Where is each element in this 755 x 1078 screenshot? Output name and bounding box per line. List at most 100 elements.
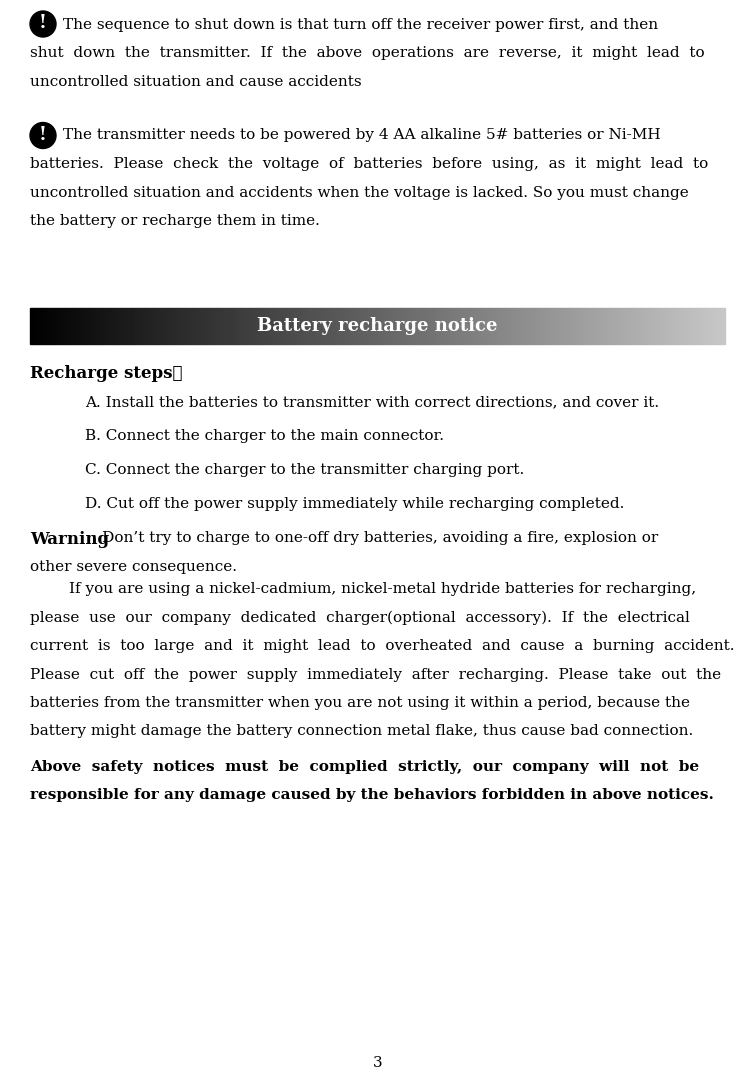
Bar [291, 308, 294, 344]
Bar [319, 308, 322, 344]
Bar [367, 308, 371, 344]
Text: 3: 3 [373, 1056, 382, 1070]
Bar [141, 308, 145, 344]
Bar [621, 308, 624, 344]
Bar [583, 308, 586, 344]
Bar [217, 308, 221, 344]
Bar [495, 308, 499, 344]
Bar [635, 308, 638, 344]
Bar [106, 308, 110, 344]
Text: batteries.  Please  check  the  voltage  of  batteries  before  using,  as  it  : batteries. Please check the voltage of b… [30, 157, 708, 171]
Bar [687, 308, 690, 344]
Bar [242, 308, 245, 344]
Bar [245, 308, 249, 344]
Bar [260, 308, 263, 344]
Bar [44, 308, 48, 344]
Bar [76, 308, 79, 344]
Bar [103, 308, 106, 344]
Bar [378, 308, 381, 344]
Bar [499, 308, 503, 344]
Bar [575, 308, 579, 344]
Bar [207, 308, 211, 344]
Text: The transmitter needs to be powered by 4 AA alkaline 5# batteries or Ni-MH: The transmitter needs to be powered by 4… [63, 128, 661, 142]
Text: A. Install the batteries to transmitter with correct directions, and cover it.: A. Install the batteries to transmitter … [85, 395, 659, 409]
Bar [214, 308, 217, 344]
Bar [176, 308, 180, 344]
Bar [426, 308, 430, 344]
Bar [503, 308, 506, 344]
Bar [593, 308, 596, 344]
Bar [666, 308, 670, 344]
Bar [443, 308, 447, 344]
Bar [596, 308, 600, 344]
Text: !: ! [39, 125, 47, 143]
Bar [381, 308, 384, 344]
Bar [322, 308, 325, 344]
Bar [683, 308, 687, 344]
Bar [447, 308, 451, 344]
Bar [718, 308, 722, 344]
Bar [353, 308, 356, 344]
Bar [356, 308, 360, 344]
Bar [690, 308, 694, 344]
Bar [485, 308, 488, 344]
Bar [722, 308, 725, 344]
Bar [61, 308, 65, 344]
Bar [520, 308, 523, 344]
Bar [704, 308, 707, 344]
Bar [711, 308, 714, 344]
Bar [329, 308, 332, 344]
Bar [304, 308, 308, 344]
Bar [315, 308, 319, 344]
Text: Above  safety  notices  must  be  complied  strictly,  our  company  will  not  : Above safety notices must be complied st… [30, 760, 699, 774]
Bar [152, 308, 155, 344]
Bar [624, 308, 627, 344]
Bar [506, 308, 510, 344]
Bar [211, 308, 214, 344]
Bar [454, 308, 458, 344]
Bar [162, 308, 165, 344]
Bar [430, 308, 433, 344]
Bar [590, 308, 593, 344]
Bar [513, 308, 516, 344]
Bar [544, 308, 548, 344]
Bar [332, 308, 336, 344]
Bar [54, 308, 58, 344]
Bar [423, 308, 426, 344]
Bar [388, 308, 391, 344]
Bar [186, 308, 190, 344]
Bar [607, 308, 610, 344]
Bar [610, 308, 614, 344]
Bar [235, 308, 239, 344]
Bar [662, 308, 666, 344]
Bar [714, 308, 718, 344]
Bar [569, 308, 572, 344]
Bar [436, 308, 440, 344]
Bar [475, 308, 478, 344]
Text: If you are using a nickel-cadmium, nickel-metal hydride batteries for recharging: If you are using a nickel-cadmium, nicke… [30, 582, 696, 596]
Text: shut  down  the  transmitter.  If  the  above  operations  are  reverse,  it  mi: shut down the transmitter. If the above … [30, 46, 704, 60]
Bar [193, 308, 197, 344]
Bar [30, 308, 33, 344]
Bar [204, 308, 207, 344]
Bar [224, 308, 228, 344]
Bar [374, 308, 378, 344]
Bar [287, 308, 291, 344]
Bar [412, 308, 416, 344]
Bar [249, 308, 252, 344]
Bar [267, 308, 270, 344]
Bar [308, 308, 312, 344]
Bar [707, 308, 711, 344]
Bar [263, 308, 267, 344]
Bar [395, 308, 399, 344]
Text: please  use  our  company  dedicated  charger(optional  accessory).  If  the  el: please use our company dedicated charger… [30, 610, 690, 625]
Bar [297, 308, 301, 344]
Bar [58, 308, 61, 344]
Bar [659, 308, 662, 344]
Bar [96, 308, 100, 344]
Bar [464, 308, 468, 344]
Bar [523, 308, 527, 344]
Bar [492, 308, 495, 344]
Bar [294, 308, 297, 344]
Bar [137, 308, 141, 344]
